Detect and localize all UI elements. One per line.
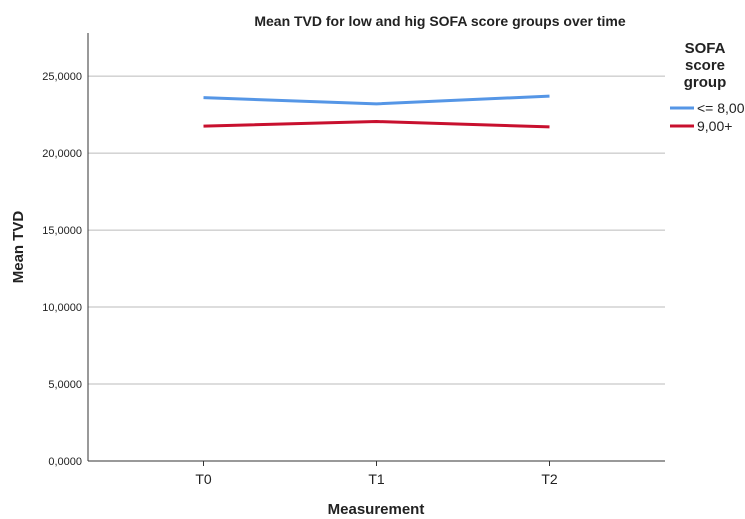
y-tick-label: 15,0000 — [42, 225, 82, 237]
legend-label: 9,00+ — [697, 118, 732, 134]
y-axis-label: Mean TVD — [10, 211, 27, 284]
line-series — [203, 94, 550, 106]
chart-title: Mean TVD for low and hig SOFA score grou… — [254, 13, 626, 29]
y-tick-label: 25,0000 — [42, 71, 82, 83]
x-tick-label: T2 — [541, 471, 558, 487]
y-tick-label: 20,0000 — [42, 148, 82, 160]
legend-label: <= 8,00 — [697, 100, 745, 116]
x-tick-label: T1 — [368, 471, 385, 487]
legend-title: SOFA score group — [683, 40, 727, 91]
y-tick-label: 5,0000 — [48, 379, 82, 391]
x-axis-label: Measurement — [328, 501, 425, 518]
x-tick-label: T0 — [195, 471, 212, 487]
y-tick-label: 10,0000 — [42, 302, 82, 314]
line-series — [203, 120, 550, 129]
y-tick-label: 0,0000 — [48, 456, 82, 468]
